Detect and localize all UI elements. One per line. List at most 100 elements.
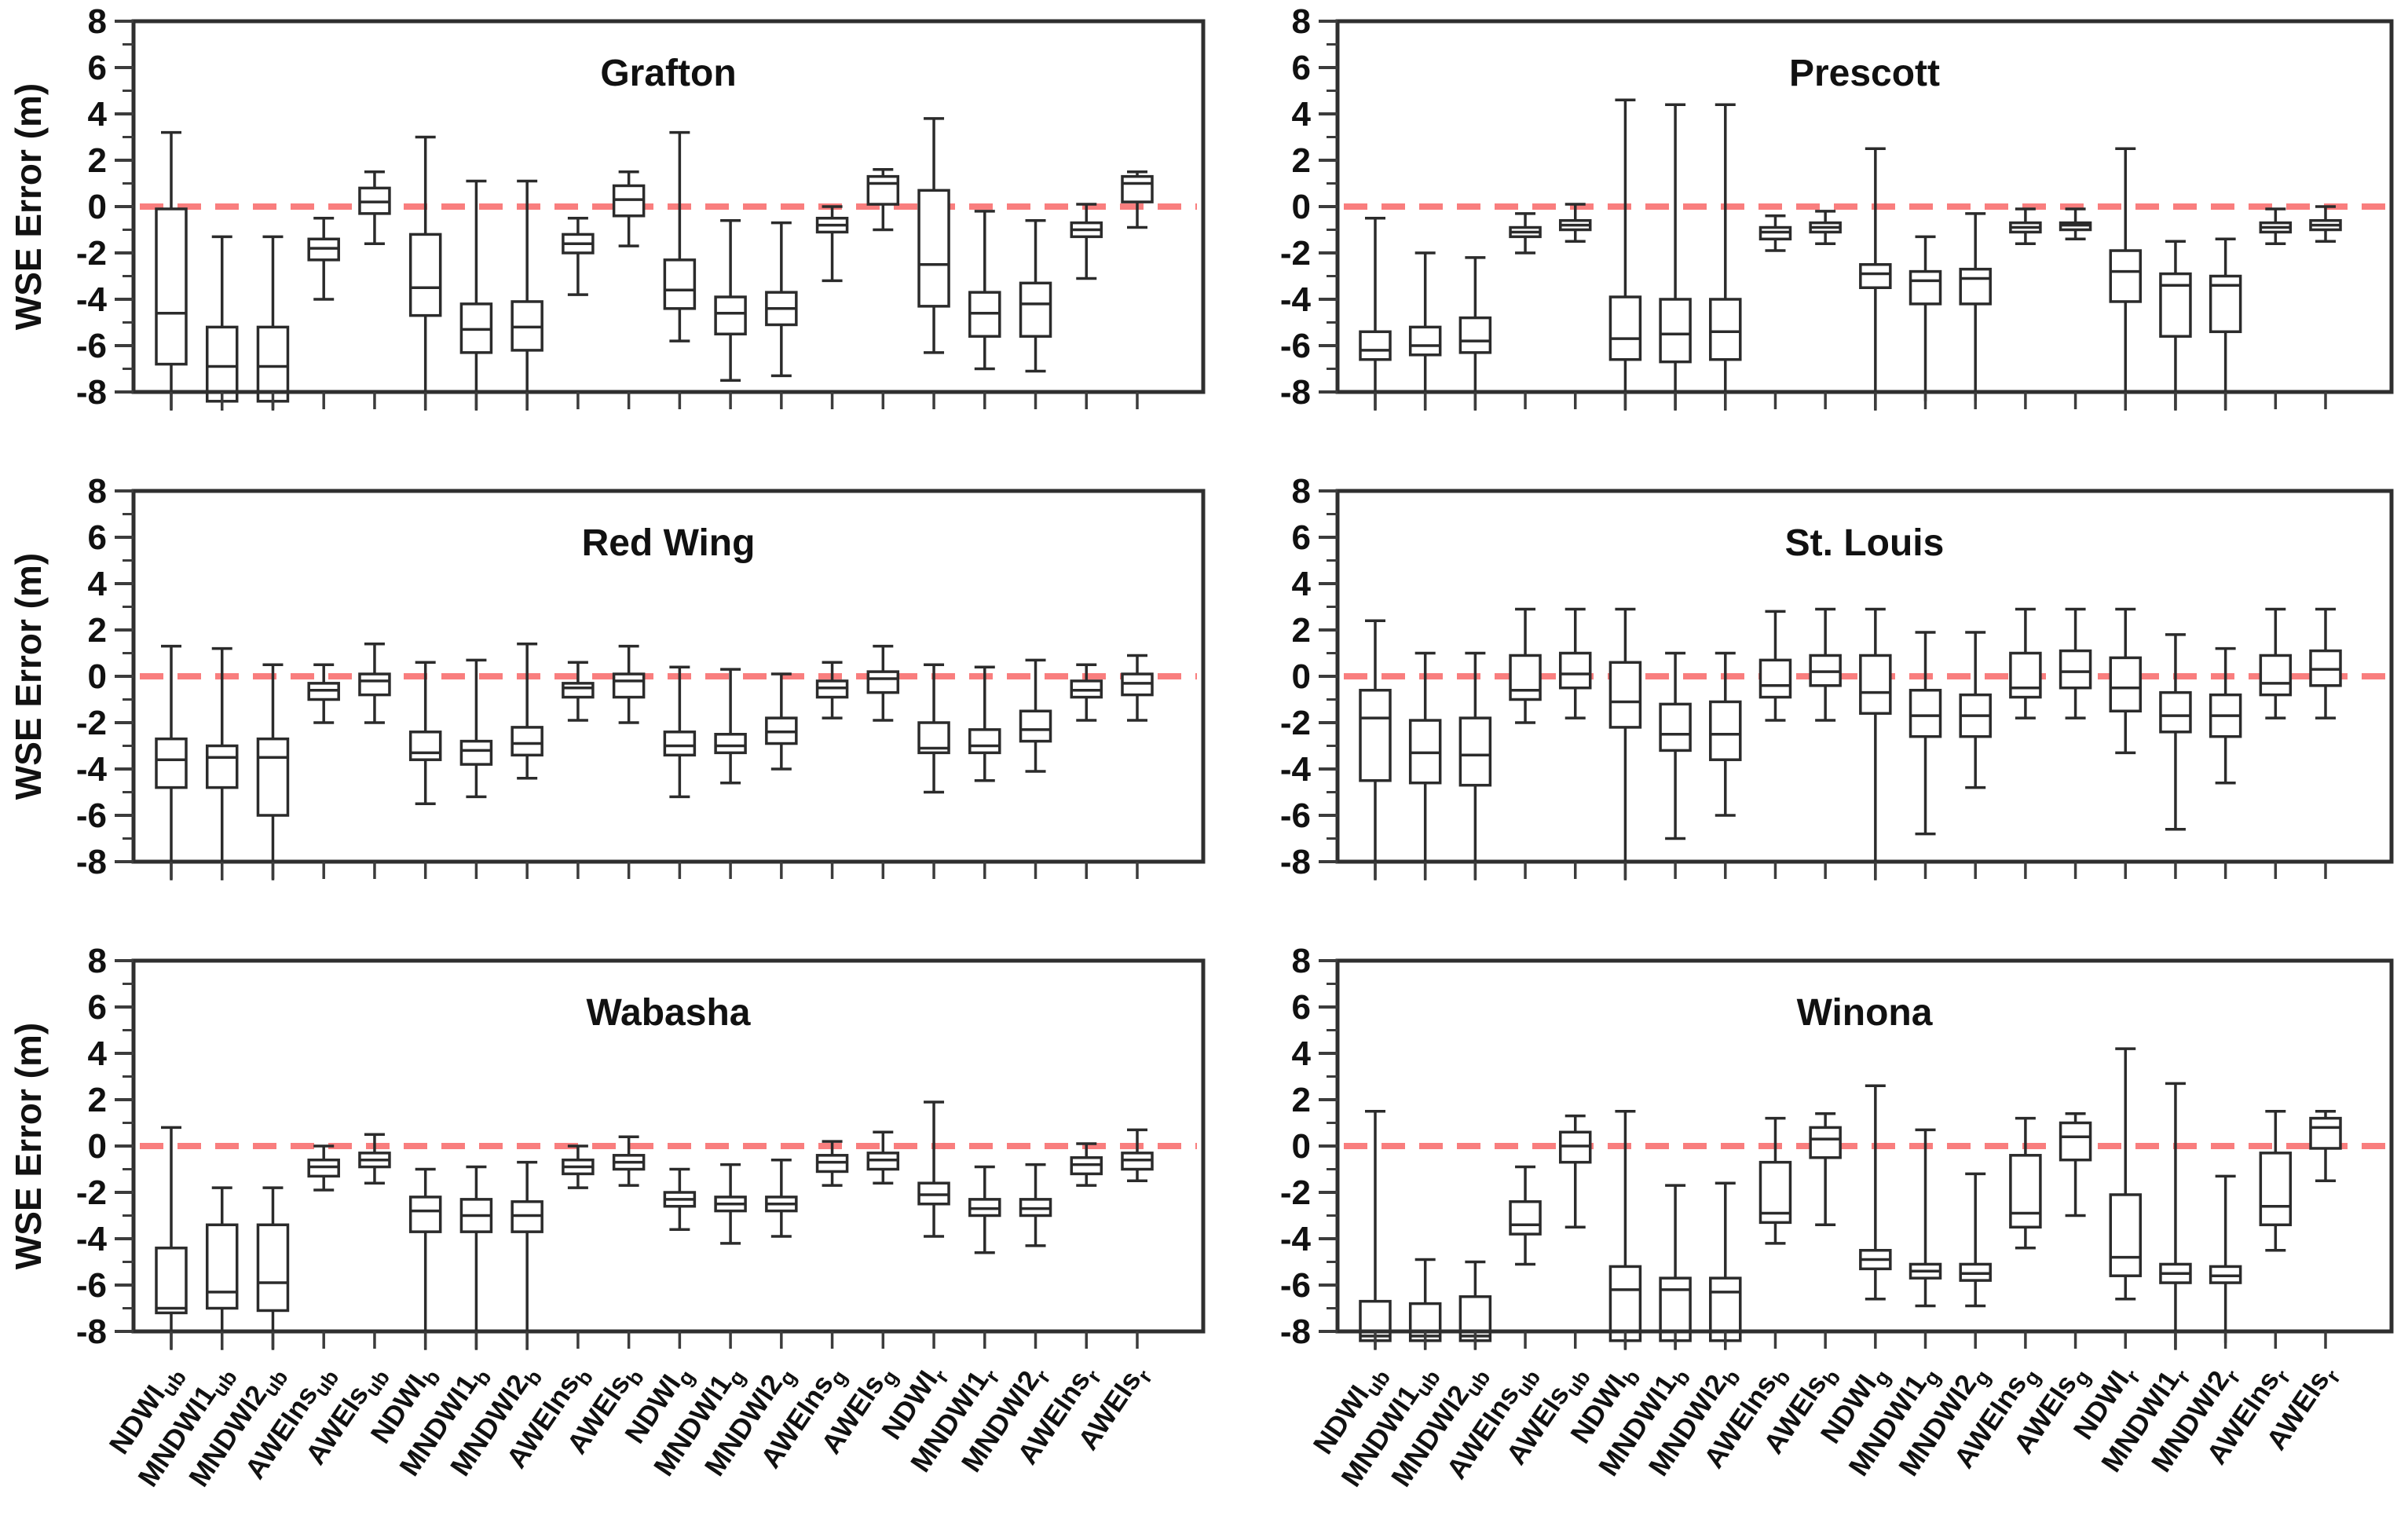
y-tick-label-grafton-6: 6: [88, 49, 107, 87]
iqr-box: [1408, 325, 1442, 357]
box-st-louis-MNDWI2_g: [1959, 631, 1992, 789]
iqr-box: [1908, 688, 1942, 738]
y-tick-label-st-louis-6: 6: [1292, 518, 1311, 557]
iqr-box: [1509, 1200, 1542, 1236]
y-tick-label-st-louis--2: -2: [1280, 704, 1311, 742]
y-tick-label-grafton--4: -4: [76, 280, 108, 319]
iqr-box: [1908, 269, 1942, 306]
y-tick-label-st-louis-2: 2: [1292, 611, 1311, 650]
iqr-box: [1758, 658, 1792, 699]
y-tick-label-grafton--8: -8: [76, 373, 107, 412]
box-grafton-NDWI_b: [408, 135, 442, 411]
iqr-box: [1121, 174, 1154, 203]
y-tick-label-wabasha--4: -4: [76, 1220, 108, 1258]
y-tick-label-prescott-6: 6: [1292, 49, 1311, 87]
iqr-box: [917, 189, 950, 308]
iqr-box: [1608, 661, 1642, 729]
box-st-louis-NDWI_ub: [1359, 619, 1392, 881]
box-grafton-AWEIns_ub: [307, 217, 340, 301]
iqr-box: [1608, 1265, 1642, 1342]
box-wabasha-AWEIns_ub: [307, 1144, 340, 1192]
box-red-wing-AWEIns_r: [1070, 663, 1103, 722]
iqr-box: [459, 739, 493, 766]
y-tick-label-red-wing-6: 6: [88, 518, 107, 557]
box-prescott-MNDWI1_g: [1908, 235, 1942, 401]
box-grafton-NDWI_r: [917, 117, 950, 354]
box-prescott-MNDWI2_ub: [1458, 256, 1492, 411]
y-tick-label-winona--2: -2: [1280, 1174, 1311, 1212]
iqr-box: [1608, 295, 1642, 361]
iqr-box: [2159, 272, 2192, 338]
box-red-wing-AWEIns_b: [562, 661, 595, 722]
iqr-box: [1859, 263, 1892, 289]
y-tick-label-red-wing--6: -6: [76, 796, 107, 835]
iqr-box: [1809, 1126, 1842, 1159]
y-tick-label-st-louis--8: -8: [1280, 843, 1311, 881]
box-winona-MNDWI2_r: [2209, 1174, 2242, 1343]
y-tick-label-prescott--6: -6: [1280, 327, 1311, 365]
iqr-box: [2009, 651, 2042, 699]
y-tick-label-wabasha-6: 6: [88, 988, 107, 1027]
box-red-wing-AWEIs_ub: [358, 642, 391, 724]
box-winona-AWEIs_g: [2059, 1111, 2092, 1218]
iqr-box: [205, 1223, 239, 1310]
box-wabasha-MNDWI1_r: [968, 1165, 1001, 1254]
box-winona-MNDWI2_g: [1959, 1172, 1992, 1308]
box-wabasha-MNDWI2_g: [765, 1158, 798, 1238]
box-wabasha-NDWI_r: [917, 1100, 950, 1238]
box-st-louis-AWEIs_r: [2309, 607, 2342, 720]
box-prescott-MNDWI1_ub: [1408, 251, 1442, 411]
y-tick-label-prescott--8: -8: [1280, 373, 1311, 412]
box-st-louis-MNDWI1_ub: [1408, 651, 1442, 881]
iqr-box: [155, 207, 188, 366]
box-prescott-NDWI_r: [2109, 147, 2143, 411]
box-grafton-AWEIs_g: [866, 168, 900, 232]
panel-title-wabasha: Wabasha: [587, 992, 751, 1034]
y-tick-label-winona-2: 2: [1292, 1081, 1311, 1119]
box-red-wing-MNDWI1_r: [968, 665, 1001, 782]
iqr-box: [205, 744, 239, 789]
box-grafton-MNDWI2_b: [511, 179, 543, 411]
panel-title-red-wing: Red Wing: [582, 522, 756, 564]
box-winona-MNDWI1_g: [1908, 1128, 1942, 1308]
y-axis-label-row2: WSE Error (m): [8, 1023, 49, 1269]
y-tick-label-grafton--6: -6: [76, 327, 107, 365]
box-winona-AWEIns_ub: [1509, 1165, 1542, 1266]
box-wabasha-AWEIs_r: [1121, 1128, 1154, 1182]
box-grafton-NDWI_ub: [155, 130, 188, 411]
box-red-wing-MNDWI2_r: [1019, 658, 1052, 773]
y-tick-label-red-wing--8: -8: [76, 843, 107, 881]
iqr-box: [256, 1223, 290, 1313]
iqr-box: [866, 670, 900, 694]
y-tick-label-winona--8: -8: [1280, 1313, 1311, 1351]
iqr-box: [408, 1196, 442, 1233]
y-tick-label-wabasha-4: 4: [88, 1034, 108, 1073]
box-grafton-AWEIs_b: [612, 170, 646, 247]
y-tick-label-st-louis-8: 8: [1292, 472, 1311, 511]
y-axis-label-row0: WSE Error (m): [8, 83, 49, 330]
box-grafton-AWEIns_b: [562, 217, 595, 296]
y-tick-label-winona-4: 4: [1292, 1034, 1312, 1073]
y-tick-label-wabasha--6: -6: [76, 1266, 107, 1305]
iqr-box: [2309, 1116, 2342, 1150]
y-tick-label-winona-0: 0: [1292, 1127, 1311, 1166]
box-st-louis-AWEIs_ub: [1558, 607, 1592, 720]
box-wabasha-AWEIns_g: [815, 1140, 849, 1187]
box-wabasha-MNDWI1_b: [459, 1165, 493, 1350]
box-winona-AWEIs_b: [1809, 1111, 1842, 1227]
box-prescott-AWEIns_r: [2259, 207, 2293, 245]
iqr-box: [1458, 316, 1492, 354]
box-grafton-NDWI_g: [663, 130, 697, 342]
box-wabasha-NDWI_g: [663, 1167, 697, 1231]
iqr-box: [2109, 249, 2143, 303]
box-red-wing-AWEIs_g: [866, 644, 900, 722]
iqr-box: [866, 174, 900, 206]
iqr-box: [968, 728, 1001, 755]
y-tick-label-red-wing--2: -2: [76, 704, 107, 742]
iqr-box: [1558, 651, 1592, 690]
iqr-box: [1709, 700, 1742, 761]
iqr-box: [205, 325, 239, 403]
box-prescott-AWEIs_ub: [1558, 203, 1592, 243]
box-prescott-MNDWI1_r: [2159, 240, 2192, 411]
box-prescott-AWEIs_r: [2309, 205, 2342, 243]
